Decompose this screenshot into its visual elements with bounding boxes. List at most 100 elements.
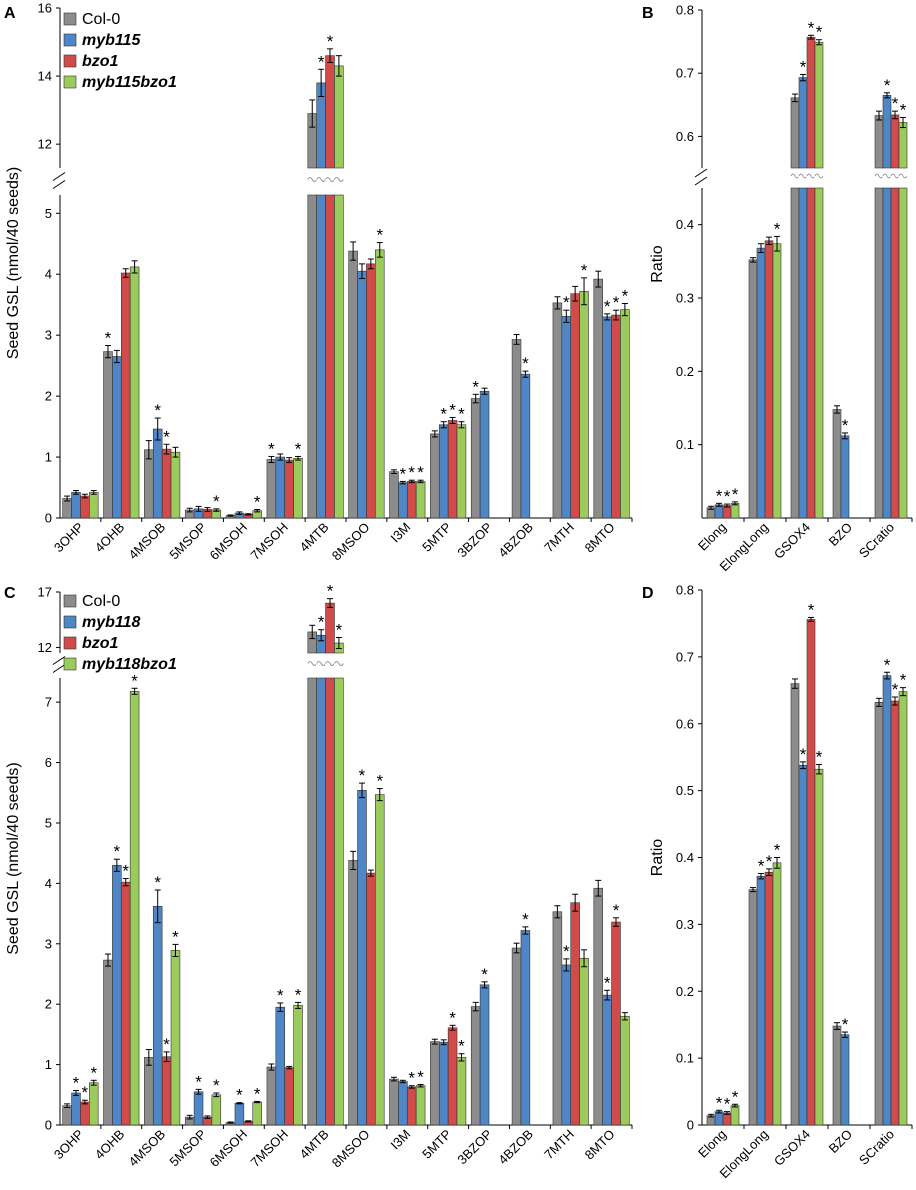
bar xyxy=(890,187,900,519)
y-tick-label: 0.8 xyxy=(676,3,694,18)
bar-break-wave xyxy=(890,173,900,179)
significance-star: * xyxy=(724,1095,731,1114)
x-tick-label: 3BZOP xyxy=(454,1127,495,1168)
bar xyxy=(790,187,800,519)
significance-star: * xyxy=(336,620,343,639)
bar xyxy=(456,1057,467,1126)
bar xyxy=(144,1057,154,1126)
significance-star: * xyxy=(376,772,383,791)
x-tick-label: 5MSOP xyxy=(166,520,209,563)
significance-star: * xyxy=(758,857,765,876)
bar xyxy=(730,503,740,519)
x-tick-label: 7MSOH xyxy=(248,1127,291,1170)
bar xyxy=(898,691,908,1126)
x-tick-label: 3OHP xyxy=(51,1127,87,1163)
significance-star: * xyxy=(884,76,891,95)
x-tick-label: 4OHB xyxy=(92,520,128,556)
x-tick-label: BZO xyxy=(826,520,856,550)
bar-break-gap xyxy=(890,168,900,188)
x-tick-label: 8MSOO xyxy=(329,1127,373,1171)
bar xyxy=(832,1025,842,1126)
bar xyxy=(438,424,449,519)
significance-star: * xyxy=(400,464,407,483)
y-tick-label: 7 xyxy=(45,695,52,710)
bar xyxy=(316,677,326,1126)
significance-star: * xyxy=(800,57,807,76)
bar xyxy=(334,194,344,519)
significance-star: * xyxy=(892,680,899,699)
bar xyxy=(790,97,800,169)
legend-label: myb118 xyxy=(82,614,141,631)
bar xyxy=(814,187,824,519)
significance-star: * xyxy=(295,985,302,1004)
bar-break-gap xyxy=(882,168,892,188)
bar xyxy=(890,114,900,169)
bar xyxy=(511,947,522,1126)
bar xyxy=(71,1092,81,1126)
x-tick-label: 5MTP xyxy=(419,520,454,555)
bar xyxy=(293,1005,303,1126)
bar xyxy=(602,316,612,519)
legend-label: Col-0 xyxy=(82,11,120,28)
y-tick-label: 14 xyxy=(38,69,52,84)
bar xyxy=(438,1041,449,1126)
legend-label: Col-0 xyxy=(82,593,120,610)
bar xyxy=(120,272,131,519)
significance-star: * xyxy=(105,329,112,348)
bar-break-gap xyxy=(333,168,344,195)
bar xyxy=(882,675,892,1126)
bar xyxy=(357,790,367,1126)
bar xyxy=(470,1006,481,1126)
bar xyxy=(406,481,417,519)
bar xyxy=(748,889,758,1126)
significance-star: * xyxy=(724,487,731,506)
legend-swatch xyxy=(63,54,77,68)
bar xyxy=(112,356,122,519)
bar xyxy=(756,247,766,519)
y-tick-label: 0.6 xyxy=(676,129,694,144)
y-tick-label: 0.2 xyxy=(676,984,694,999)
x-tick-label: 7MTH xyxy=(541,1127,577,1163)
bar xyxy=(611,921,621,1126)
bar xyxy=(366,263,376,519)
axis-break-mark xyxy=(694,168,708,178)
bar xyxy=(430,1041,440,1126)
legend-swatch xyxy=(63,636,77,650)
x-tick-label: 4OHB xyxy=(92,1127,128,1163)
bar xyxy=(316,194,326,519)
significance-star: * xyxy=(766,852,773,871)
significance-star: * xyxy=(359,766,366,785)
bar xyxy=(470,398,481,519)
y-tick-label: 2 xyxy=(45,389,52,404)
significance-star: * xyxy=(774,841,781,860)
significance-star: * xyxy=(800,745,807,764)
bar-break-wave xyxy=(790,173,800,179)
bar xyxy=(389,1078,399,1126)
x-tick-label: GSOX4 xyxy=(771,1127,813,1169)
x-tick-label: 4BZOB xyxy=(495,1127,536,1168)
bar xyxy=(798,77,808,169)
x-tick-label: 7MTH xyxy=(541,520,577,556)
bar xyxy=(334,65,344,169)
bar xyxy=(798,187,808,519)
significance-star: * xyxy=(172,927,179,946)
bar xyxy=(89,1082,99,1126)
significance-star: * xyxy=(327,32,334,51)
bar xyxy=(756,875,766,1126)
significance-star: * xyxy=(613,901,620,920)
bar xyxy=(772,862,782,1126)
y-tick-label: 4 xyxy=(45,876,52,891)
significance-star: * xyxy=(842,416,849,435)
bar-break-wave xyxy=(806,173,816,179)
legend-swatch xyxy=(63,594,77,608)
significance-star: * xyxy=(449,400,456,419)
y-tick-label: 1 xyxy=(45,450,52,465)
y-tick-label: 4 xyxy=(45,267,52,282)
bar xyxy=(62,1105,72,1126)
bar xyxy=(570,902,580,1126)
bar xyxy=(520,930,531,1126)
bar xyxy=(307,677,317,1126)
bar xyxy=(266,1066,277,1126)
significance-star: * xyxy=(417,463,424,482)
